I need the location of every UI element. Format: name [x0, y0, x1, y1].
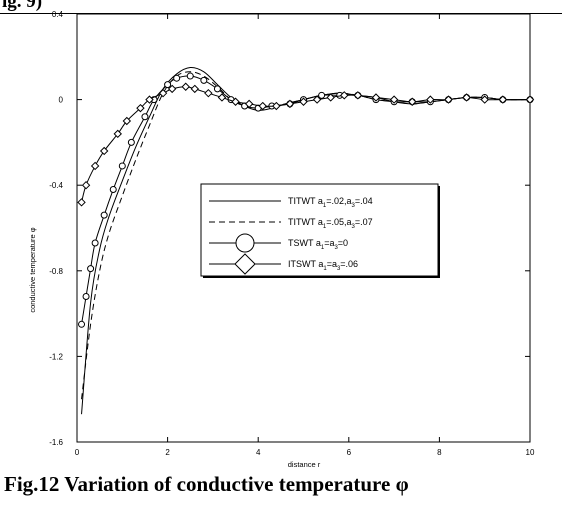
- data-point-circle: [100, 211, 108, 219]
- data-point-diamond: [258, 101, 267, 111]
- data-point-circle: [200, 76, 208, 84]
- legend-label: TITWT a1=.05,a3=.07: [288, 217, 373, 230]
- data-point-circle: [91, 239, 99, 247]
- x-tick-label: 8: [437, 448, 442, 457]
- y-axis-label: conductive temperature φ: [28, 227, 37, 312]
- data-point-circle: [118, 162, 126, 170]
- data-point-circle: [235, 233, 255, 253]
- chart-axes: 0 2 4 6 8 10 0.4 0 -0.4 -0.8 -1.2 -1.6: [49, 10, 535, 457]
- legend-label: ITSWT a1=a3=.06: [288, 259, 358, 272]
- plot-frame: [76, 13, 531, 443]
- y-tick-label: 0.4: [52, 10, 64, 19]
- data-point-diamond: [498, 95, 508, 104]
- x-axis-label: distance r: [288, 460, 321, 469]
- data-point-diamond: [158, 88, 168, 98]
- top-text-fragment: ig. 9): [2, 0, 43, 12]
- data-point-diamond: [204, 88, 213, 98]
- data-point-circle: [82, 292, 90, 300]
- data-point-diamond: [181, 82, 190, 91]
- data-point-diamond: [77, 198, 86, 207]
- data-point-diamond: [167, 84, 177, 94]
- data-point-circle: [213, 85, 221, 93]
- data-point-diamond: [299, 97, 308, 106]
- x-tick-label: 10: [526, 448, 535, 457]
- data-point-diamond: [217, 93, 227, 102]
- legend-label: TSWT a1=a3=0: [288, 238, 348, 251]
- data-point-diamond: [81, 180, 91, 190]
- data-point-diamond: [480, 95, 489, 104]
- data-point-diamond: [285, 99, 295, 109]
- data-point-circle: [78, 320, 86, 328]
- x-tick-label: 0: [75, 448, 80, 457]
- y-tick-label: 0: [59, 96, 64, 105]
- x-tick-label: 6: [347, 448, 352, 457]
- data-point-diamond: [312, 95, 322, 104]
- data-point-diamond: [122, 116, 132, 126]
- data-point-circle: [173, 74, 181, 82]
- data-point-diamond: [340, 91, 349, 100]
- data-point-diamond: [244, 99, 254, 109]
- data-point-diamond: [231, 97, 240, 106]
- data-point-circle: [141, 113, 149, 121]
- x-tick-label: 4: [256, 448, 261, 457]
- data-point-diamond: [408, 97, 417, 106]
- data-point-circle: [87, 265, 95, 273]
- data-point-diamond: [99, 146, 109, 156]
- data-point-diamond: [136, 103, 145, 113]
- data-point-diamond: [525, 95, 535, 104]
- data-point-diamond: [145, 95, 154, 104]
- data-point-diamond: [389, 95, 399, 104]
- data-point-circle: [109, 185, 117, 193]
- data-point-circle: [164, 81, 172, 89]
- data-point-circle: [127, 138, 135, 146]
- x-tick-label: 2: [165, 448, 170, 457]
- data-point-diamond: [371, 93, 381, 102]
- data-point-diamond: [353, 91, 363, 100]
- y-tick-label: -0.4: [49, 181, 63, 190]
- data-point-diamond: [90, 161, 100, 171]
- data-point-diamond: [190, 84, 199, 94]
- chart: 0 2 4 6 8 10 0.4 0 -0.4 -0.8 -1.2 -1.6 distance r c…: [28, 10, 535, 469]
- y-tick-label: -0.8: [49, 267, 63, 276]
- y-tick-label: -1.2: [49, 352, 63, 361]
- series-4: [77, 82, 535, 207]
- data-point-diamond: [444, 95, 453, 104]
- data-point-diamond: [234, 253, 256, 275]
- data-point-circle: [186, 72, 194, 80]
- data-point-diamond: [113, 129, 122, 139]
- chart-legend: TITWT a1=.02,a3=.04 TITWT a1=.05,a3=.07 TS…: [200, 183, 440, 278]
- chart-series: [77, 66, 535, 415]
- data-point-diamond: [326, 93, 335, 102]
- legend-label: TITWT a1=.02,a3=.04: [288, 196, 373, 209]
- data-point-diamond: [426, 95, 435, 104]
- y-tick-label: -1.6: [49, 438, 63, 447]
- data-point-circle: [318, 91, 326, 99]
- figure-caption: Fig.12 Variation of conductive temperatu…: [4, 472, 409, 496]
- data-point-diamond: [462, 93, 471, 102]
- data-point-diamond: [272, 101, 281, 111]
